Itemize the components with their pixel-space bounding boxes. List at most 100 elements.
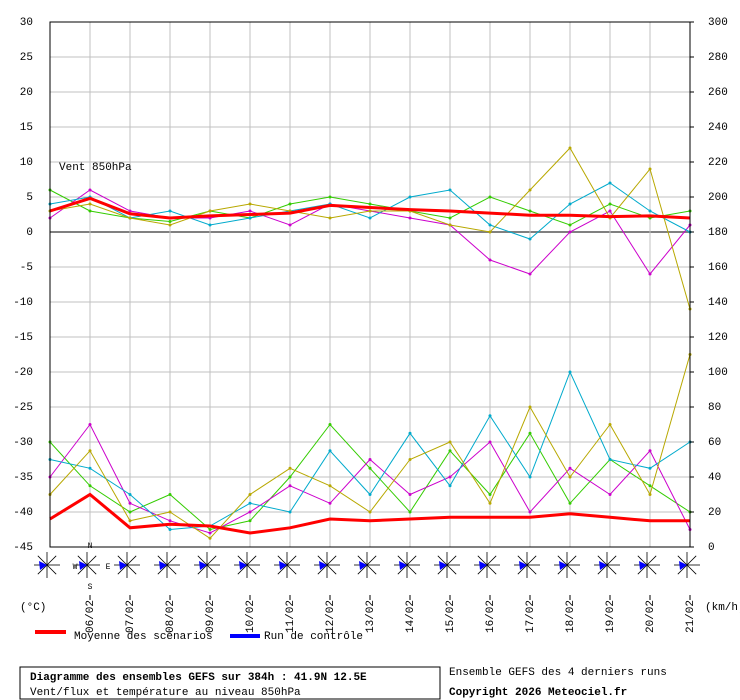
member-point <box>528 510 532 514</box>
member-point <box>368 458 372 461</box>
y-tick-label: 0 <box>26 227 33 239</box>
rose-wedge <box>439 561 447 570</box>
member-point <box>128 216 132 220</box>
plot <box>48 146 692 540</box>
x-tick-label: 08/02 <box>165 600 177 633</box>
rose-wedge <box>359 561 367 570</box>
member-point <box>448 188 452 192</box>
y2-tick-label: 200 <box>708 192 728 204</box>
rose-spoke <box>477 564 488 575</box>
member-point <box>608 202 612 206</box>
rose-spoke <box>566 555 577 566</box>
x-tick-label: 16/02 <box>485 600 497 633</box>
y-tick-label: -30 <box>13 437 33 449</box>
y-tick-label: 15 <box>20 122 33 134</box>
y-tick-label: -20 <box>13 367 33 379</box>
y2-tick-label: 220 <box>708 157 728 169</box>
y-tick-label: -40 <box>13 507 33 519</box>
member-point <box>568 475 572 479</box>
member-point <box>568 370 572 374</box>
compass-label: S <box>88 583 93 592</box>
member-point <box>568 202 572 206</box>
y-tick-label: 30 <box>20 17 33 29</box>
footer-subtitle: Vent/flux et température au niveau 850hP… <box>30 687 301 699</box>
member-point <box>328 501 332 505</box>
member-point <box>128 493 132 496</box>
member-point <box>648 167 652 171</box>
member-point <box>328 195 332 199</box>
rose-spoke <box>517 564 528 575</box>
rose-wedge <box>279 561 287 570</box>
member-point <box>408 216 412 220</box>
member-point <box>168 220 172 223</box>
rose-spoke <box>397 555 408 566</box>
rose-spoke <box>126 564 137 575</box>
member-point <box>568 501 572 505</box>
compass-label: W <box>73 563 78 572</box>
member-point <box>528 188 532 192</box>
member-point <box>608 493 612 496</box>
member-point <box>408 458 412 461</box>
rose-spoke <box>637 555 648 566</box>
y-tick-label: -35 <box>13 472 33 484</box>
member-point <box>408 510 412 514</box>
member-point <box>488 493 492 496</box>
member-point <box>128 501 132 505</box>
member-point <box>488 223 492 227</box>
rose-wedge <box>159 561 167 570</box>
rose-spoke <box>526 555 537 566</box>
member-point <box>168 209 172 213</box>
rose-spoke <box>197 555 208 566</box>
member-point <box>128 510 132 514</box>
y2-tick-label: 100 <box>708 367 728 379</box>
footer-box <box>19 666 441 700</box>
rose-spoke <box>197 564 208 575</box>
rose-spoke <box>486 555 497 566</box>
member-point <box>448 484 452 488</box>
member-point <box>328 449 332 453</box>
rose-wedge <box>599 561 607 570</box>
member-point <box>328 423 332 426</box>
member-point <box>528 237 532 241</box>
member-point <box>248 510 252 514</box>
rose-spoke <box>86 555 97 566</box>
rose-spoke <box>646 564 657 575</box>
rose-spoke <box>166 564 177 575</box>
rose-spoke <box>237 564 248 575</box>
member-point <box>448 475 452 479</box>
mean-line <box>49 196 691 220</box>
rose-spoke <box>557 555 568 566</box>
y-tick-label: -45 <box>13 542 33 554</box>
member-point <box>408 431 412 435</box>
rose-spoke <box>37 564 48 575</box>
y2-tick-label: 140 <box>708 297 728 309</box>
member-point <box>648 272 652 276</box>
rose-wedge <box>519 561 527 570</box>
member-point <box>168 519 172 523</box>
rose-spoke <box>77 564 88 575</box>
member-point <box>368 493 372 496</box>
rose-spoke <box>677 555 688 566</box>
member-point <box>248 216 252 220</box>
y-tick-label: -25 <box>13 402 33 414</box>
rose-spoke <box>686 555 697 566</box>
x-tick-label: 11/02 <box>285 600 297 633</box>
member-point <box>208 209 212 213</box>
rose-spoke <box>286 555 297 566</box>
member-point <box>608 181 612 185</box>
rose-wedge <box>319 561 327 570</box>
member-point <box>248 501 252 505</box>
rose-spoke <box>77 555 88 566</box>
x-tick-label: 15/02 <box>445 600 457 633</box>
rose-spoke <box>46 564 57 575</box>
member-point <box>88 202 92 206</box>
rose-spoke <box>206 555 217 566</box>
y2-tick-label: 120 <box>708 332 728 344</box>
rose-spoke <box>317 564 328 575</box>
rose-wedge <box>559 561 567 570</box>
rose-spoke <box>277 555 288 566</box>
y2-tick-label: 20 <box>708 507 721 519</box>
member-point <box>568 230 572 234</box>
rose-spoke <box>157 564 168 575</box>
